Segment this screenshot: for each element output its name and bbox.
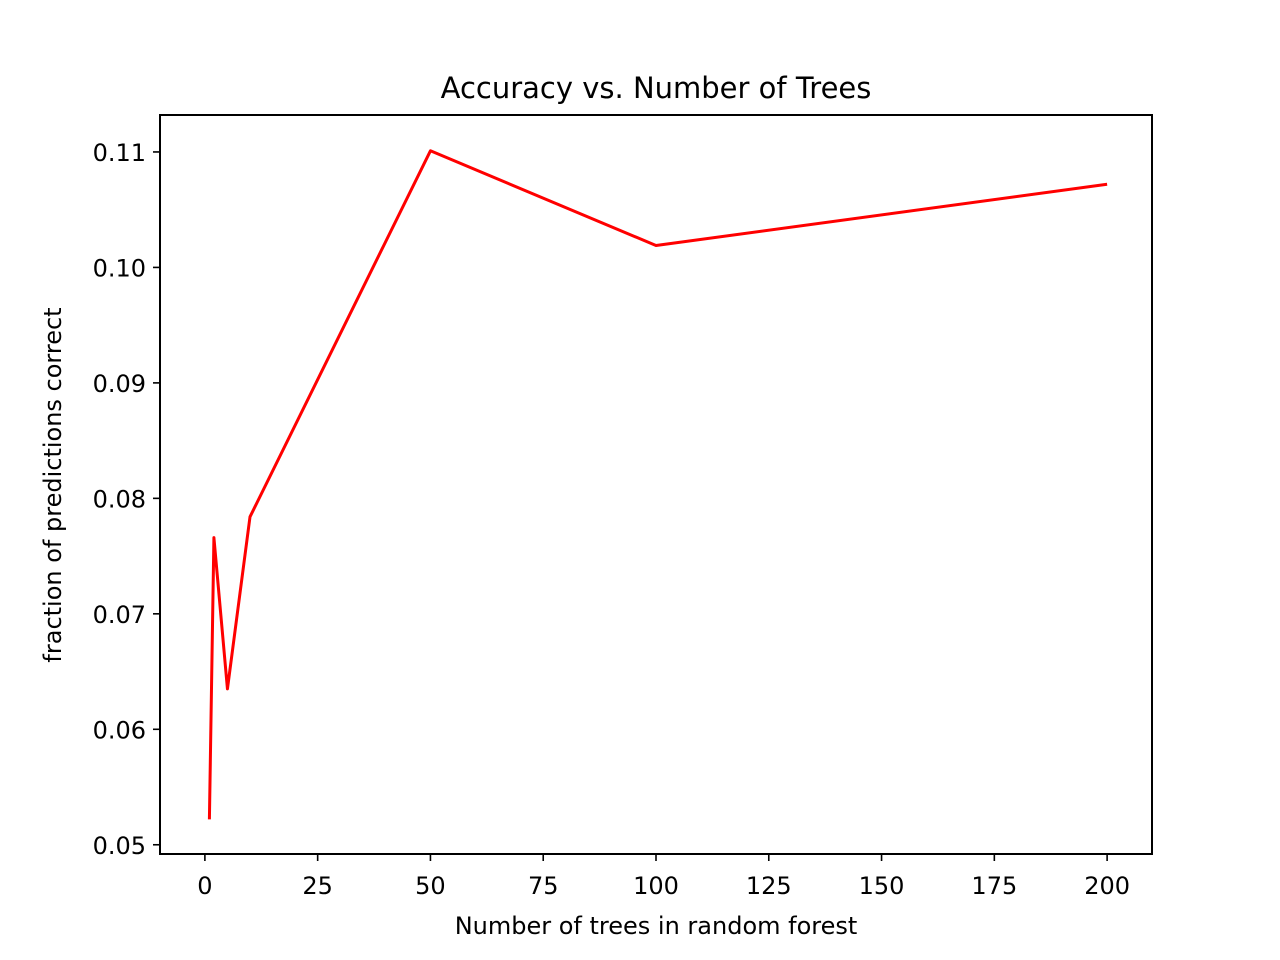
chart-title: Accuracy vs. Number of Trees [441,71,872,105]
x-tick-label: 125 [746,872,792,900]
x-tick-label: 50 [415,872,446,900]
plot-background [160,115,1152,854]
series-layer [207,149,1108,820]
x-tick-label: 25 [302,872,333,900]
x-tick-label: 0 [197,872,212,900]
plot-area [159,114,1153,855]
y-tick-label: 0.11 [93,139,146,167]
x-tick-label: 175 [971,872,1017,900]
series-line-0 [207,149,1108,820]
x-tick-label: 100 [633,872,679,900]
y-tick-label: 0.08 [93,485,146,513]
y-tick-label: 0.10 [93,254,146,282]
y-tick-label: 0.06 [93,716,146,744]
x-tick-label: 150 [859,872,905,900]
y-tick-label: 0.07 [93,601,146,629]
y-tick-label: 0.09 [93,370,146,398]
x-axis: 0 25 50 75 100 125 150 175 200 [197,854,1130,900]
x-axis-title: Number of trees in random forest [455,912,858,940]
y-axis-title: fraction of predictions correct [39,307,67,662]
y-tick-label: 0.05 [93,832,146,860]
x-tick-label: 75 [528,872,559,900]
y-axis: 0.05 0.06 0.07 0.08 0.09 0.10 0.11 [93,139,160,860]
x-tick-label: 200 [1084,872,1130,900]
